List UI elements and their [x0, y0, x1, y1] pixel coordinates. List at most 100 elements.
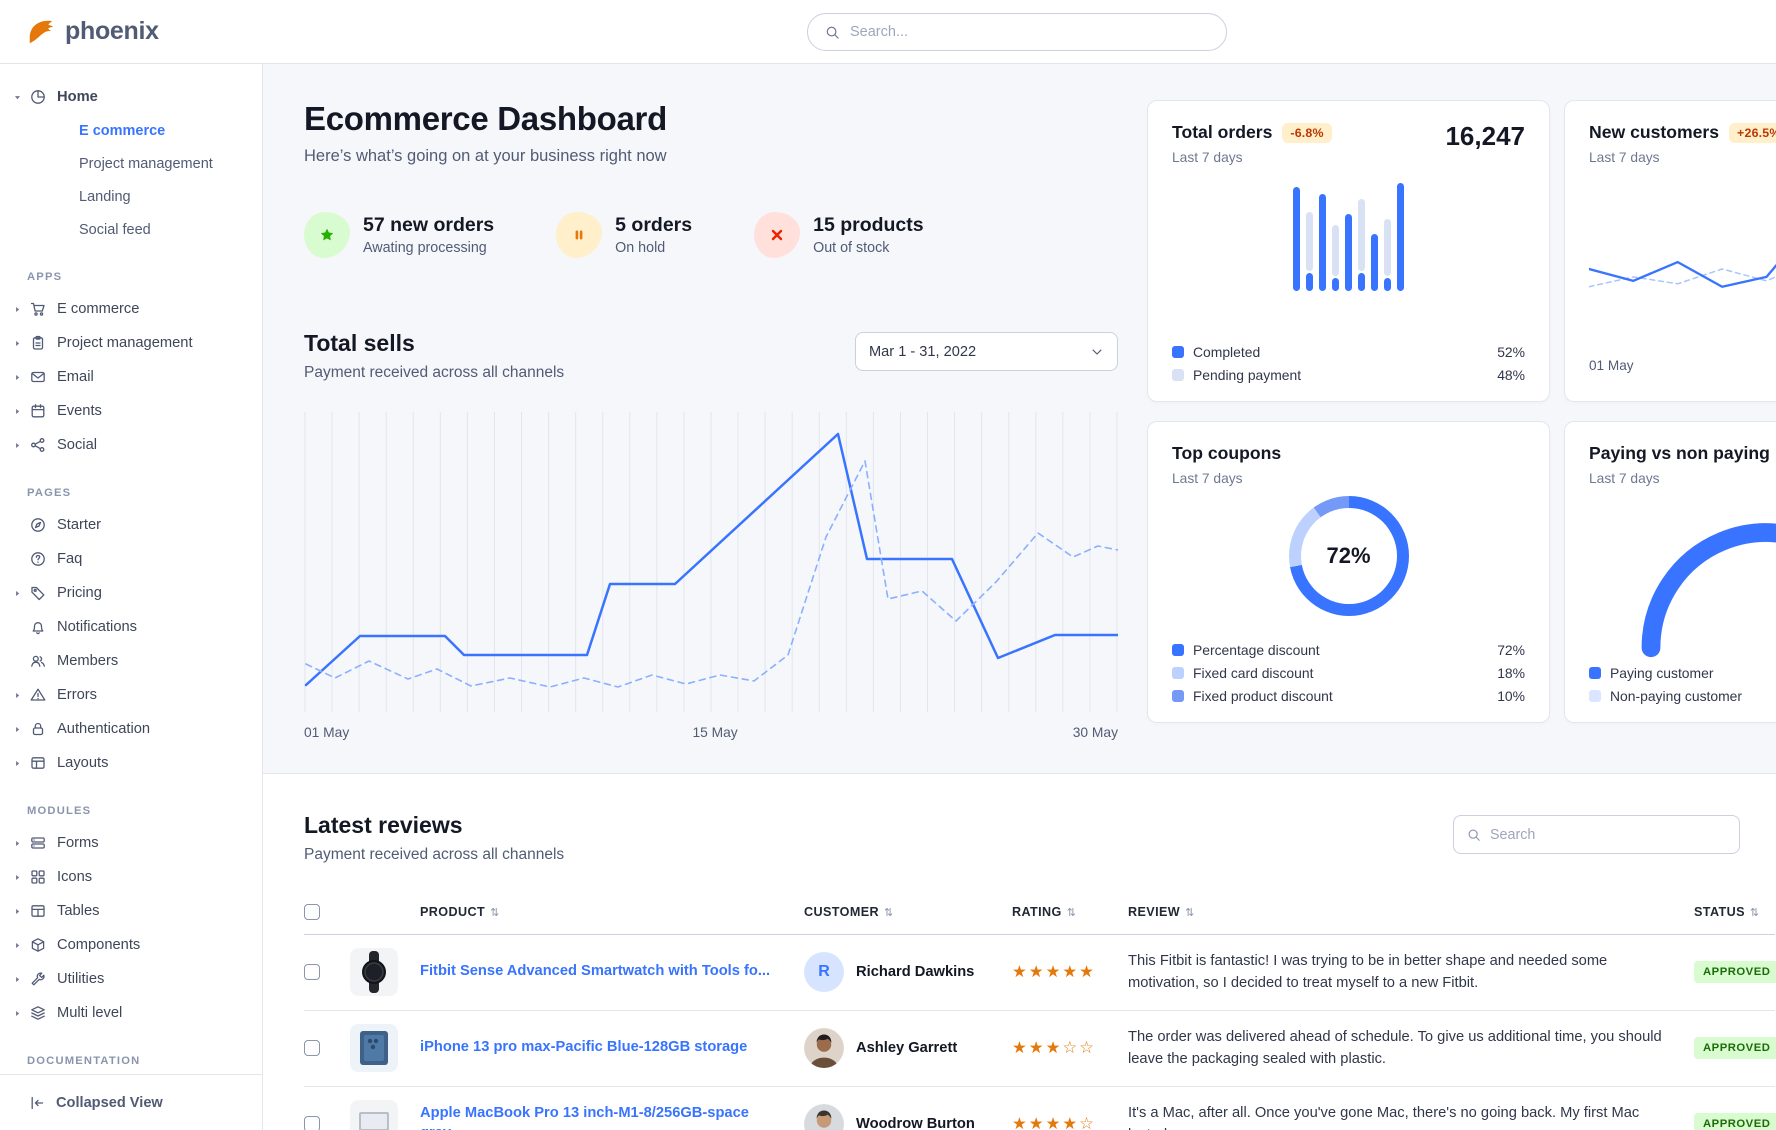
- sidebar-item-label: E commerce: [57, 301, 140, 317]
- sidebar-item-project-management[interactable]: Project management: [13, 326, 250, 360]
- sidebar-item-e-commerce[interactable]: E commerce: [13, 292, 250, 326]
- row-select-cell: [304, 1086, 350, 1130]
- column-header-status[interactable]: STATUS ⇅: [1694, 890, 1775, 935]
- total-orders-legend-label: Completed: [1193, 343, 1261, 360]
- row-select-cell: [304, 934, 350, 1011]
- sidebar-item-email[interactable]: Email: [13, 360, 250, 394]
- sidebar-item-events[interactable]: Events: [13, 394, 250, 428]
- sidebar-item-starter[interactable]: Starter: [13, 508, 250, 542]
- sidebar-item-components[interactable]: Components: [13, 928, 250, 962]
- product-link[interactable]: iPhone 13 pro max-Pacific Blue-128GB sto…: [420, 1039, 748, 1056]
- bar: [1371, 233, 1378, 291]
- sidebar-item-multi-level[interactable]: Multi level: [13, 996, 250, 1030]
- sidebar-item-faq[interactable]: Faq: [13, 542, 250, 576]
- paying-legend-row: Paying customer: [1589, 661, 1776, 684]
- status-badge: APPROVED: [1694, 1113, 1776, 1130]
- collapsed-view-toggle[interactable]: Collapsed View: [0, 1074, 262, 1130]
- customer-name: Ashley Garrett: [856, 1040, 958, 1056]
- sort-icon: ⇅: [1185, 906, 1195, 919]
- sidebar-item-utilities[interactable]: Utilities: [13, 962, 250, 996]
- top-coupons-legend-value: 10%: [1497, 687, 1525, 704]
- select-all-checkbox[interactable]: [304, 903, 320, 920]
- product-link[interactable]: Apple MacBook Pro 13 inch-M1-8/256GB-spa…: [420, 1105, 749, 1130]
- latest-reviews-subtitle: Payment received across all channels: [304, 846, 565, 863]
- stat-value: 15 products: [813, 214, 924, 236]
- sidebar-item-social[interactable]: Social: [13, 428, 250, 462]
- reviews-search-input[interactable]: [1490, 826, 1726, 843]
- search-input[interactable]: [850, 24, 1209, 40]
- card-period: Last 7 days: [1589, 150, 1660, 165]
- pie-chart-icon: [30, 89, 57, 105]
- avatar: R: [804, 952, 844, 992]
- bar: [1397, 183, 1404, 291]
- x-axis-label: 01 May: [1589, 358, 1634, 373]
- page-subtitle: Here’s what’s going on at your business …: [304, 147, 667, 165]
- card-period: Last 7 days: [1172, 471, 1243, 486]
- table-row: Fitbit Sense Advanced Smartwatch with To…: [304, 934, 1776, 1011]
- sidebar-subitem-project-management[interactable]: Project management: [79, 155, 213, 172]
- row-checkbox[interactable]: [304, 1040, 320, 1056]
- product-link[interactable]: Fitbit Sense Advanced Smartwatch with To…: [420, 963, 771, 980]
- column-header-product[interactable]: PRODUCT ⇅: [420, 890, 804, 935]
- rating-cell: ★★★★☆: [1012, 1086, 1128, 1130]
- caret-right-icon: [13, 725, 30, 734]
- brand-logo[interactable]: phoenix: [26, 17, 159, 47]
- paying-legend-row: Non-paying customer: [1589, 684, 1776, 707]
- kpi-cards-grid: Total orders -6.8% Last 7 days 16,247 Co…: [1147, 100, 1776, 773]
- trend-badge: -6.8%: [1282, 122, 1332, 143]
- reviews-table: PRODUCT ⇅ CUSTOMER ⇅ RATING ⇅ REVIEW ⇅ STATUS ⇅ Fi…: [304, 890, 1776, 1130]
- sidebar-item-label: Members: [57, 653, 119, 669]
- sidebar-item-label: Faq: [57, 551, 83, 567]
- column-header-rating[interactable]: RATING ⇅: [1012, 890, 1128, 935]
- reviews-table-container: PRODUCT ⇅ CUSTOMER ⇅ RATING ⇅ REVIEW ⇅ STATUS ⇅ Fi…: [304, 890, 1776, 1130]
- sidebar-item-members[interactable]: Members: [13, 644, 250, 678]
- sidebar-item-notifications[interactable]: Notifications: [13, 610, 250, 644]
- status-cell: APPROVED: [1694, 1010, 1776, 1087]
- line-chart-svg: [304, 412, 1120, 712]
- dashboard-hero: Ecommerce Dashboard Here’s what’s going …: [263, 64, 1776, 774]
- sidebar-subitem-landing[interactable]: Landing: [79, 188, 131, 205]
- sidebar-section-label-apps: APPS: [27, 271, 63, 283]
- row-checkbox[interactable]: [304, 1116, 320, 1130]
- sidebar-subitem-social-feed[interactable]: Social feed: [79, 221, 151, 238]
- sidebar-section-label-documentation: DOCUMENTATION: [27, 1055, 141, 1067]
- caret-right-icon: [13, 1009, 30, 1018]
- sort-icon: ⇅: [1749, 906, 1760, 919]
- chevron-down-icon: [1090, 345, 1104, 359]
- sidebar-subitem-e-commerce[interactable]: E commerce: [79, 122, 166, 139]
- collapsed-view-label: Collapsed View: [56, 1094, 163, 1111]
- sidebar-item-label: Notifications: [57, 619, 137, 635]
- stats-row: 57 new orders Awating processing 5 orders O…: [304, 212, 1118, 258]
- caret-right-icon: [13, 839, 30, 848]
- sidebar-item-authentication[interactable]: Authentication: [13, 712, 250, 746]
- caret-right-icon: [13, 941, 30, 950]
- column-header-customer[interactable]: CUSTOMER ⇅: [804, 890, 1012, 935]
- caret-right-icon: [13, 975, 30, 984]
- sidebar-item-home[interactable]: Home: [13, 80, 250, 114]
- sidebar-item-label: Components: [57, 937, 141, 953]
- bar-base-segment: [1332, 277, 1339, 291]
- column-header-label: PRODUCT: [420, 904, 486, 919]
- sidebar-item-pricing[interactable]: Pricing: [13, 576, 250, 610]
- column-header-label: STATUS: [1694, 904, 1745, 919]
- column-header-review[interactable]: REVIEW ⇅: [1128, 890, 1694, 935]
- sidebar-item-icons[interactable]: Icons: [13, 860, 250, 894]
- total-sells-chart: [304, 412, 1120, 717]
- avatar: [804, 1028, 844, 1068]
- total-orders-legend: Completed 52% Pending payment 48%: [1172, 340, 1525, 386]
- row-checkbox[interactable]: [304, 964, 320, 980]
- sidebar-item-label: Errors: [57, 687, 97, 703]
- sidebar-item-forms[interactable]: Forms: [13, 826, 250, 860]
- sidebar-item-label: Forms: [57, 835, 99, 851]
- status-cell: APPROVED: [1694, 934, 1776, 1011]
- layers-icon: [30, 1005, 57, 1021]
- sidebar-item-layouts[interactable]: Layouts: [13, 746, 250, 780]
- sidebar-item-tables[interactable]: Tables: [13, 894, 250, 928]
- paying-legend-label: Paying customer: [1610, 664, 1714, 681]
- sort-icon: ⇅: [1066, 906, 1077, 919]
- customer-cell: Woodrow Burton: [804, 1086, 1012, 1130]
- date-range-select[interactable]: Mar 1 - 31, 2022: [855, 332, 1118, 371]
- total-orders-swatch: [1172, 345, 1184, 358]
- status-cell: APPROVED: [1694, 1086, 1776, 1130]
- sidebar-item-errors[interactable]: Errors: [13, 678, 250, 712]
